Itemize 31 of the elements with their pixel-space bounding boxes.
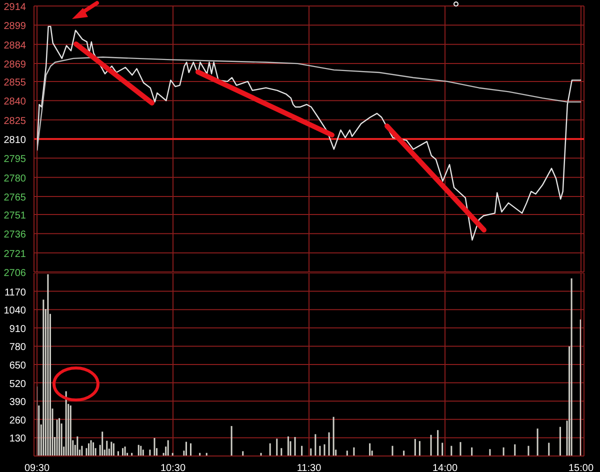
y-tick-label: 2751 [4,210,26,222]
y-tick-label: 2765 [4,192,26,204]
y-tick-label: 2869 [4,60,26,71]
y-tick-label: 910 [9,324,26,335]
line-series [37,26,581,241]
y-tick-label: 2840 [4,96,26,108]
y-tick-label: 2795 [4,154,26,166]
y-tick-label: 2721 [4,248,26,260]
x-tick-label: 10:30 [160,463,186,472]
y-tick-label: 1040 [4,306,26,317]
y-tick-label: 2884 [4,40,26,52]
x-tick-label: 09:30 [24,463,50,472]
x-tick-label: 15:00 [568,463,594,472]
y-tick-label: 780 [9,342,26,354]
y-tick-label: 2780 [4,173,26,184]
y-tick-label: 260 [9,415,26,426]
y-tick-label: 2825 [4,116,26,127]
x-tick-label: 14:00 [432,463,458,472]
y-tick-label: 2810 [4,135,26,146]
y-tick-label: 2736 [4,230,26,241]
y-tick-label: 2914 [4,2,26,13]
y-tick-label: 2706 [4,268,26,279]
y-tick-label: 650 [9,360,26,372]
y-tick-label: 1170 [4,287,26,298]
x-tick-label: 11:30 [296,463,322,472]
y-tick-label: 520 [9,378,26,390]
y-tick-label: 2899 [4,21,26,32]
y-tick-label: 130 [9,434,26,445]
y-tick-label: 2855 [4,77,26,88]
y-tick-label: 390 [9,397,26,408]
line-series [37,56,581,152]
